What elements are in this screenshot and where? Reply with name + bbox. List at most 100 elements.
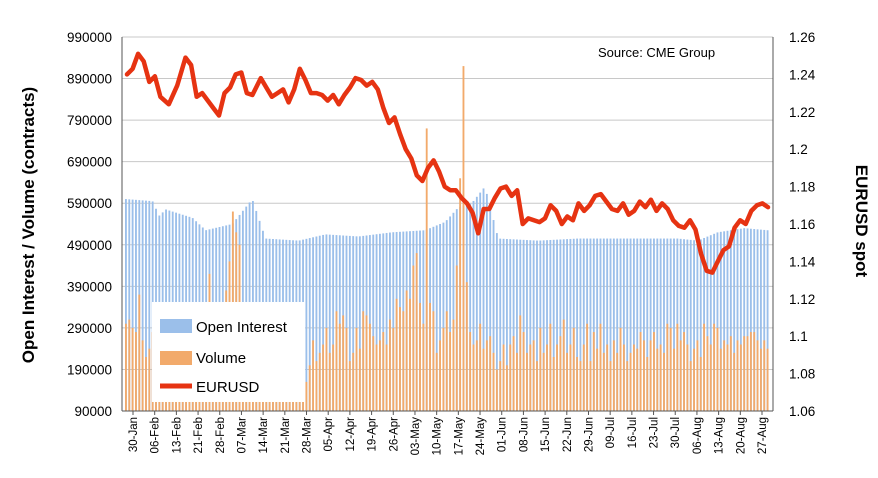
volume-bar [459, 178, 462, 411]
open-interest-bar [482, 188, 485, 411]
volume-bar [445, 311, 448, 411]
y-left-tick-label: 690000 [67, 155, 112, 170]
open-interest-bar [479, 192, 482, 411]
open-interest-bar [743, 228, 746, 411]
open-interest-bar [693, 240, 695, 411]
open-interest-bar [338, 235, 341, 411]
y-right-tick-label: 1.18 [789, 180, 815, 195]
volume-bar [375, 344, 378, 411]
volume-bar [409, 298, 411, 411]
eurusd-line-group [124, 51, 771, 275]
volume-bar [536, 361, 538, 411]
open-interest-bar [332, 234, 335, 411]
volume-bar [669, 327, 672, 411]
x-tick-label: 29-Jun [583, 417, 595, 452]
y-left-tick-label: 490000 [67, 238, 112, 253]
volume-bar [372, 336, 375, 411]
volume-bar [619, 327, 622, 411]
open-interest-bar [141, 200, 144, 411]
volume-bar [405, 290, 408, 411]
open-interest-bar [639, 238, 642, 411]
volume-bar [709, 344, 712, 411]
open-interest-bar [753, 229, 756, 411]
volume-bar [138, 294, 141, 411]
volume-bar [763, 340, 766, 411]
y-axis-right-title: EURUSD spot [852, 165, 871, 278]
volume-bar [572, 327, 575, 411]
open-interest-bar [502, 238, 505, 411]
volume-bar [345, 327, 348, 411]
open-interest-bar [475, 196, 478, 411]
volume-bar [442, 327, 445, 411]
volume-bar [646, 356, 649, 411]
volume-bar [749, 332, 752, 411]
open-interest-bar [643, 238, 645, 411]
volume-bar [145, 356, 147, 411]
legend: Open Interest Volume EURUSD [152, 302, 305, 402]
open-interest-bar [499, 238, 502, 411]
open-interest-bar [713, 233, 716, 411]
open-interest-bar [485, 193, 488, 411]
y-right-tick-label: 1.22 [789, 105, 815, 120]
open-interest-bar [509, 239, 512, 411]
volume-bar [579, 361, 582, 411]
open-interest-bar [656, 238, 659, 411]
y-left-tick-label: 290000 [67, 321, 112, 336]
open-interest-bar [378, 233, 381, 411]
y-left-tick-label: 990000 [67, 30, 112, 45]
volume-bar [452, 319, 455, 411]
y-left-tick-label: 90000 [74, 404, 112, 419]
open-interest-bar [706, 236, 709, 411]
volume-bar [632, 344, 635, 411]
open-interest-bar [596, 238, 599, 411]
volume-bar [612, 340, 615, 411]
volume-bar [479, 323, 482, 411]
volume-bar [358, 348, 361, 411]
open-interest-bar [673, 238, 675, 411]
open-interest-bar [719, 231, 722, 411]
y-right-tick-label: 1.1 [789, 329, 808, 344]
x-tick-label: 20-Aug [735, 417, 747, 454]
x-tick-label: 30-Jul [670, 417, 682, 448]
open-interest-bar [696, 240, 699, 411]
axes: 990000 890000 790000 690000 590000 490000 3900… [67, 30, 816, 455]
x-tick-label: 08-Jun [518, 417, 530, 452]
volume-bar [679, 340, 682, 411]
open-interest-bar [315, 236, 318, 411]
open-interest-bar [622, 238, 625, 411]
open-interest-bar [355, 236, 358, 411]
volume-bar [532, 340, 535, 411]
x-tick-label: 16-Jul [627, 417, 639, 448]
volume-bar [308, 365, 311, 411]
open-interest-bar [489, 206, 492, 411]
open-interest-bar [495, 233, 498, 411]
open-interest-bar [739, 228, 742, 411]
volume-bar [756, 340, 759, 411]
volume-bar [599, 323, 602, 411]
open-interest-bar [325, 234, 328, 411]
volume-bar [499, 361, 502, 411]
open-interest-bar [569, 238, 572, 411]
volume-bar [455, 265, 458, 411]
x-tick-label: 28-Feb [215, 417, 227, 453]
open-interest-bar [576, 238, 579, 411]
volume-bar [723, 340, 726, 411]
volume-bar [489, 336, 492, 411]
volume-bar [716, 327, 719, 411]
volume-bar [673, 348, 675, 411]
volume-bar [348, 361, 351, 411]
x-tick-label: 21-Mar [280, 417, 292, 454]
open-interest-bar [492, 220, 495, 411]
open-interest-bar [522, 239, 525, 411]
volume-bar [753, 332, 756, 411]
volume-bar [135, 332, 137, 411]
volume-bar [492, 352, 495, 411]
x-tick-label: 01-Jun [497, 417, 509, 452]
open-interest-bar [125, 199, 127, 411]
open-interest-bar [602, 238, 605, 411]
volume-bar [706, 336, 709, 411]
volume-bar [689, 361, 692, 411]
open-interest-bar [375, 234, 378, 411]
volume-bar [485, 340, 488, 411]
